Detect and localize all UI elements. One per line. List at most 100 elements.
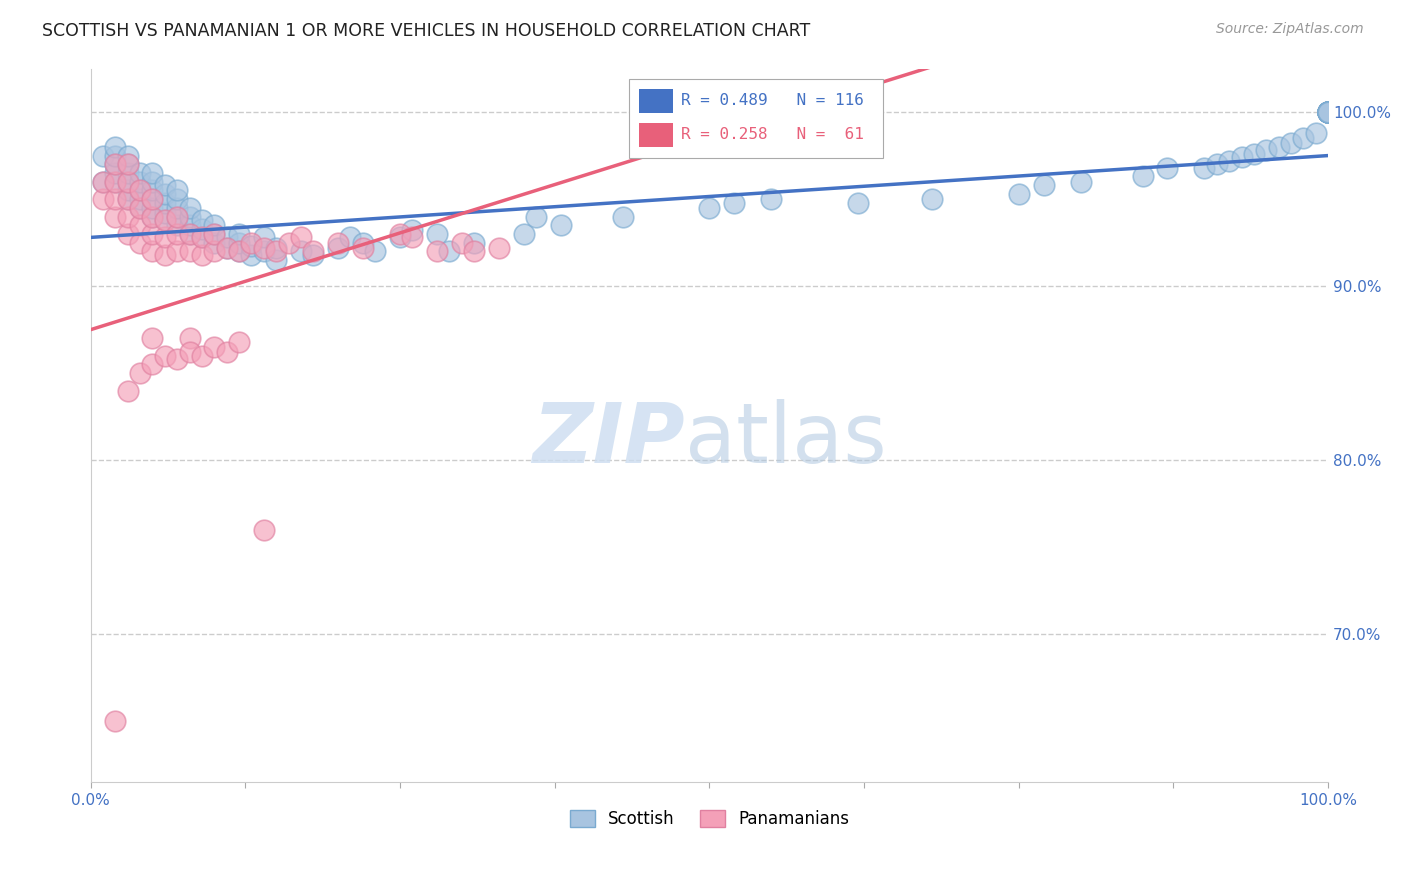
Point — [141, 210, 163, 224]
Point — [129, 183, 152, 197]
Point — [179, 345, 201, 359]
Point — [326, 241, 349, 255]
Point — [290, 244, 312, 259]
Point — [1256, 144, 1278, 158]
Point — [117, 148, 139, 162]
Point — [166, 210, 188, 224]
Point — [302, 248, 325, 262]
Point — [202, 244, 225, 259]
Point — [166, 192, 188, 206]
Point — [202, 218, 225, 232]
Point — [339, 230, 361, 244]
Point — [129, 218, 152, 232]
Point — [326, 235, 349, 250]
Point — [153, 230, 176, 244]
Bar — [638, 123, 673, 147]
Point — [253, 241, 276, 255]
Point — [141, 192, 163, 206]
Point — [463, 244, 485, 259]
Point — [1305, 126, 1327, 140]
Point — [524, 210, 547, 224]
Point — [117, 175, 139, 189]
Point — [277, 235, 299, 250]
Point — [401, 230, 423, 244]
Point — [1317, 105, 1340, 120]
Point — [153, 195, 176, 210]
Point — [1267, 140, 1289, 154]
Point — [513, 227, 536, 241]
Point — [202, 227, 225, 241]
Point — [166, 352, 188, 367]
Point — [228, 334, 250, 349]
Point — [264, 244, 287, 259]
Point — [1317, 105, 1340, 120]
Point — [179, 201, 201, 215]
Point — [550, 218, 572, 232]
Point — [264, 253, 287, 268]
Point — [141, 244, 163, 259]
Bar — [628, 79, 883, 158]
Point — [463, 235, 485, 250]
Point — [612, 210, 634, 224]
Point — [1070, 175, 1092, 189]
Point — [253, 523, 276, 537]
Text: R = 0.489   N = 116: R = 0.489 N = 116 — [681, 93, 863, 108]
Point — [179, 218, 201, 232]
Point — [153, 213, 176, 227]
Point — [191, 213, 214, 227]
Point — [1317, 105, 1340, 120]
Point — [179, 210, 201, 224]
Point — [846, 195, 869, 210]
Point — [352, 235, 374, 250]
Point — [104, 157, 127, 171]
Point — [228, 244, 250, 259]
Point — [117, 157, 139, 171]
Point — [699, 201, 721, 215]
Point — [191, 221, 214, 235]
Point — [191, 230, 214, 244]
Point — [91, 175, 114, 189]
Point — [1008, 186, 1031, 201]
Point — [191, 349, 214, 363]
Point — [91, 148, 114, 162]
Point — [117, 175, 139, 189]
Point — [104, 166, 127, 180]
Point — [166, 218, 188, 232]
Point — [1292, 131, 1315, 145]
Point — [117, 210, 139, 224]
Point — [117, 384, 139, 398]
Point — [104, 714, 127, 729]
Point — [253, 230, 276, 244]
Point — [153, 349, 176, 363]
Point — [388, 227, 411, 241]
Point — [129, 201, 152, 215]
Point — [104, 192, 127, 206]
Point — [228, 227, 250, 241]
Point — [202, 227, 225, 241]
Point — [104, 148, 127, 162]
Point — [153, 213, 176, 227]
Point — [426, 227, 449, 241]
Point — [153, 248, 176, 262]
Point — [117, 192, 139, 206]
Point — [1317, 105, 1340, 120]
Point — [153, 178, 176, 193]
Point — [1317, 105, 1340, 120]
Point — [179, 227, 201, 241]
Point — [153, 186, 176, 201]
Point — [153, 206, 176, 220]
Point — [1317, 105, 1340, 120]
Point — [129, 192, 152, 206]
Point — [1317, 105, 1340, 120]
Point — [1279, 136, 1302, 151]
Point — [104, 157, 127, 171]
Point — [141, 201, 163, 215]
Point — [166, 183, 188, 197]
Point — [166, 210, 188, 224]
Point — [228, 235, 250, 250]
Point — [1132, 169, 1154, 184]
Point — [1230, 150, 1253, 164]
Point — [1317, 105, 1340, 120]
Text: atlas: atlas — [685, 400, 886, 480]
Point — [364, 244, 387, 259]
